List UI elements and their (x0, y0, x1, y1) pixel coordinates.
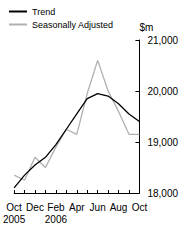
svg-text:Jun: Jun (90, 202, 106, 213)
svg-text:Aug: Aug (110, 202, 128, 213)
svg-text:Dec: Dec (26, 202, 44, 213)
svg-text:Trend: Trend (32, 7, 55, 17)
svg-text:Seasonally Adjusted: Seasonally Adjusted (32, 20, 113, 30)
svg-text:2005: 2005 (3, 214, 26, 225)
svg-text:19,000: 19,000 (147, 137, 178, 148)
svg-text:21,000: 21,000 (147, 35, 178, 46)
svg-text:18,000: 18,000 (147, 188, 178, 199)
svg-text:Oct: Oct (6, 202, 22, 213)
svg-text:Oct: Oct (132, 202, 148, 213)
svg-text:Apr: Apr (69, 202, 85, 213)
svg-text:20,000: 20,000 (147, 86, 178, 97)
svg-text:Feb: Feb (47, 202, 65, 213)
svg-text:2006: 2006 (45, 214, 68, 225)
svg-text:$m: $m (139, 22, 153, 33)
